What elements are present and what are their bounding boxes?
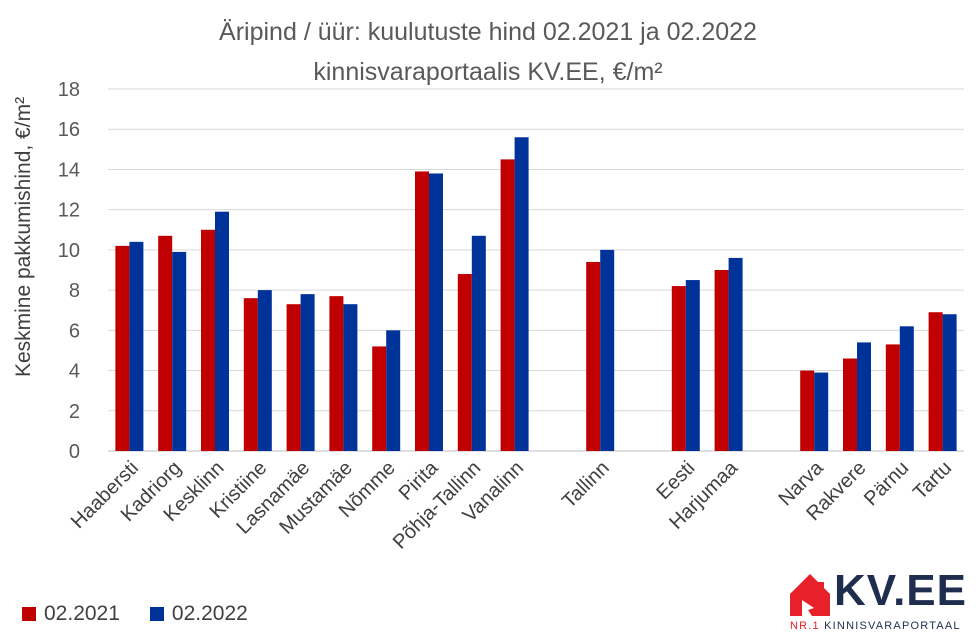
chart-title-line1: Äripind / üür: kuulutuste hind 02.2021 j… xyxy=(219,18,757,46)
bar-2021 xyxy=(457,274,472,451)
bar-2021 xyxy=(500,159,515,451)
legend-item-2022: 02.2022 xyxy=(149,602,248,626)
x-tick-label: Pärnu xyxy=(860,457,913,510)
legend: 02.2021 02.2022 xyxy=(22,602,248,626)
kvee-logo: KV.EE NR.1 KINNISVARAPORTAAL xyxy=(788,566,974,634)
x-tick-label: Tallinn xyxy=(558,457,614,513)
bar-2022 xyxy=(857,342,871,451)
bar-2022 xyxy=(514,137,529,451)
bar-2021 xyxy=(372,346,387,451)
y-tick-label: 4 xyxy=(69,361,80,383)
house-icon xyxy=(790,574,830,616)
y-tick-label: 2 xyxy=(69,401,80,423)
legend-item-2021: 02.2021 xyxy=(22,602,120,626)
y-tick-label: 0 xyxy=(69,441,80,463)
legend-swatch-2022 xyxy=(149,607,164,621)
y-tick-label: 18 xyxy=(58,79,80,101)
bar-2021 xyxy=(586,261,601,451)
bar-2022 xyxy=(899,326,914,451)
y-axis-label: Keskmine pakkumishind, €/m² xyxy=(12,97,35,377)
bar-2021 xyxy=(800,370,815,451)
logo-tagline-prefix: NR.1 xyxy=(790,620,820,632)
legend-swatch-2021 xyxy=(22,607,36,621)
bar-2022 xyxy=(685,280,700,451)
bar-2022 xyxy=(343,304,358,451)
bars xyxy=(115,137,957,451)
bar-2021 xyxy=(158,235,173,451)
bar-2022 xyxy=(471,235,486,451)
bar-2021 xyxy=(714,270,729,451)
x-tick-label: Tartu xyxy=(909,457,956,504)
bar-2022 xyxy=(942,314,957,451)
bar-2022 xyxy=(257,290,272,451)
bar-2021 xyxy=(843,358,857,451)
bar-2021 xyxy=(286,304,301,451)
bar-2022 xyxy=(215,211,229,451)
bar-2022 xyxy=(300,294,315,451)
y-tick-label: 12 xyxy=(58,200,80,222)
bar-2021 xyxy=(201,229,215,451)
bar-2022 xyxy=(600,249,615,451)
bar-2021 xyxy=(243,298,258,451)
bar-2022 xyxy=(129,241,144,451)
bar-2022 xyxy=(386,330,401,451)
bar-2021 xyxy=(885,344,900,451)
bar-2022 xyxy=(728,257,743,451)
bar-2021 xyxy=(115,245,130,451)
gridlines xyxy=(108,88,964,452)
bar-2022 xyxy=(172,251,187,451)
y-tick-label: 6 xyxy=(69,320,80,342)
logo-tagline-text: KINNISVARAPORTAAL xyxy=(824,620,961,632)
bar-2021 xyxy=(928,312,943,451)
logo-text: KV.EE xyxy=(834,566,968,615)
y-tick-labels: 0 2 4 6 8 10 12 14 16 18 xyxy=(58,79,80,463)
logo-tagline: NR.1 KINNISVARAPORTAAL xyxy=(790,620,961,632)
bar-2021 xyxy=(671,286,686,451)
y-tick-label: 14 xyxy=(58,159,80,181)
x-tick-labels: HaaberstiKadriorgKesklinnKristiineLasnam… xyxy=(67,456,956,553)
y-tick-label: 10 xyxy=(58,240,80,262)
bar-2022 xyxy=(429,173,443,451)
bar-2021 xyxy=(415,171,429,451)
y-tick-label: 8 xyxy=(69,280,80,302)
legend-label-2021: 02.2021 xyxy=(44,602,120,625)
legend-label-2022: 02.2022 xyxy=(171,602,248,625)
bar-2022 xyxy=(814,372,829,451)
y-tick-label: 16 xyxy=(58,119,80,141)
bar-2021 xyxy=(329,296,344,451)
chart-title-line2: kinnisvaraportaalis KV.EE, €/m² xyxy=(313,58,662,86)
